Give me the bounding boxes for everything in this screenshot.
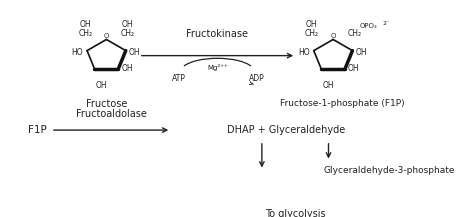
Text: Mg²⁺⁺: Mg²⁺⁺ [207, 64, 228, 71]
Text: To glycolysis: To glycolysis [265, 209, 326, 217]
Text: Fructose-1-phosphate (F1P): Fructose-1-phosphate (F1P) [280, 99, 405, 108]
Text: OH: OH [121, 64, 133, 73]
Text: OH: OH [79, 20, 91, 29]
Text: DHAP + Glyceraldehyde: DHAP + Glyceraldehyde [227, 125, 345, 135]
Text: OH: OH [306, 20, 318, 29]
Text: HO: HO [72, 48, 83, 57]
Text: O: O [104, 33, 109, 39]
Text: OH: OH [122, 20, 134, 29]
Text: OPO₃: OPO₃ [360, 23, 377, 29]
Text: OH: OH [323, 81, 334, 90]
Text: HO: HO [299, 48, 310, 57]
Text: Fructoaldolase: Fructoaldolase [75, 109, 146, 119]
Text: OH: OH [348, 64, 359, 73]
Text: ADP: ADP [248, 74, 264, 84]
Text: CH₂: CH₂ [120, 29, 135, 38]
Text: OH: OH [96, 81, 108, 90]
Text: OH: OH [355, 48, 367, 57]
Text: O: O [330, 33, 336, 39]
Text: ATP: ATP [172, 74, 185, 84]
Text: CH₂: CH₂ [78, 29, 92, 38]
Text: 2⁻: 2⁻ [382, 21, 389, 26]
Text: Glyceraldehyde-3-phosphate: Glyceraldehyde-3-phosphate [324, 166, 456, 175]
Text: F1P: F1P [28, 125, 46, 135]
Text: Fructose: Fructose [86, 99, 127, 109]
Text: CH₂: CH₂ [305, 29, 319, 38]
Text: CH₂: CH₂ [347, 29, 361, 38]
Text: OH: OH [128, 48, 140, 57]
Text: Fructokinase: Fructokinase [186, 30, 248, 39]
